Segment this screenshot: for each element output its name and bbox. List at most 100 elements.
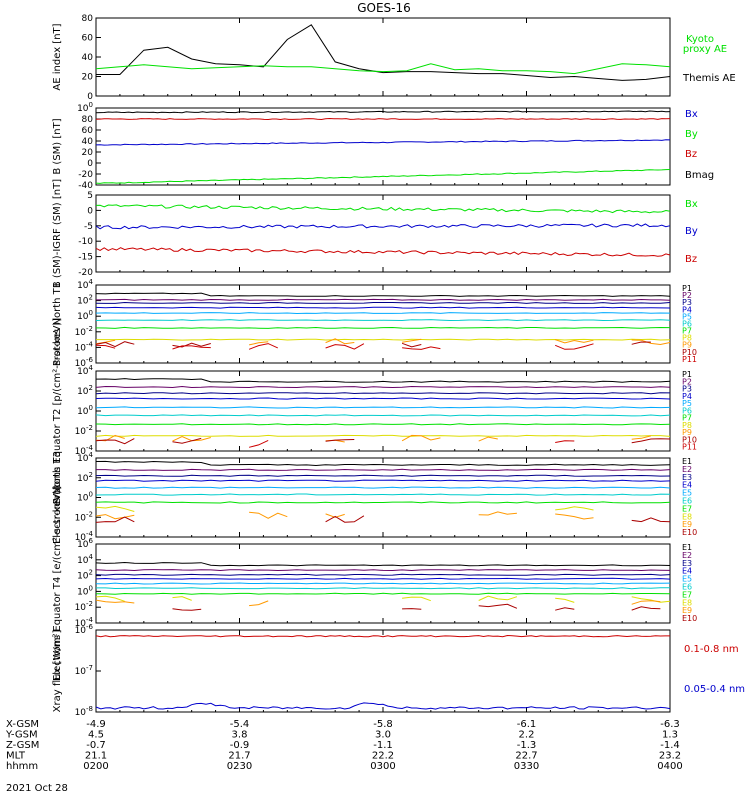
series-p10-segment: [631, 341, 651, 345]
orbit-ephemeris-table: X-GSM -4.9 -5.4 -5.8 -6.1 -6.3 Y-GSM 4.5 3.8 3.0 2…: [5, 719, 683, 772]
orbit-row-value: -0.7: [86, 740, 106, 751]
y-tick-label: 40: [82, 137, 94, 147]
series-p11-segment: [248, 343, 279, 350]
series-e9-segment: [478, 511, 517, 516]
legend-p7: P7: [682, 414, 692, 423]
series-bx: [95, 204, 671, 214]
series-p8: [96, 338, 671, 341]
y-tick-label: 40: [82, 53, 94, 63]
orbit-row-label: hhmm: [6, 761, 38, 772]
legend-e3: E3: [682, 473, 692, 482]
y-axis-label: AE index [nT]: [52, 23, 63, 90]
y-tick-label: -20: [78, 170, 93, 180]
y-tick-label: -5: [84, 222, 93, 232]
legend-p6: P6: [682, 319, 692, 328]
y-axis-label: Protons Equator T2 [p/(cm²-s-sr-keV)]: [52, 318, 63, 505]
series-e5: [95, 486, 671, 489]
legend-e4: E4: [682, 481, 692, 490]
series-p11-segment: [555, 440, 575, 443]
series-p10-segment: [95, 438, 135, 445]
series-kyoto-proxy-ae: [95, 63, 671, 75]
legend-p4: P4: [682, 305, 692, 314]
series-p9-segment: [402, 338, 422, 343]
series-e8-segment: [402, 596, 431, 602]
legend-p6: P6: [682, 406, 692, 415]
series-e9-segment: [95, 514, 135, 520]
series-e10-segment: [95, 516, 135, 523]
series-p7: [95, 326, 671, 329]
legend-e7: E7: [682, 504, 692, 513]
panel-frame: [95, 284, 671, 364]
panel-3: -20 -15 -10 -5 0 5 B (SM)-IGRF (SM) [nT] Bx By Bz: [52, 179, 698, 288]
orbit-row-value: 0230: [227, 761, 252, 772]
series-p10-segment: [401, 342, 422, 348]
y-tick-label: 100: [77, 491, 93, 504]
y-tick-label: 0: [87, 206, 93, 216]
orbit-row-value: 21.1: [85, 751, 107, 762]
y-tick-label: 10-4: [75, 340, 94, 353]
orbit-row-value: -5.4: [230, 719, 250, 730]
series-e4: [95, 479, 671, 482]
legend-p2: P2: [682, 377, 692, 386]
orbit-row-value: 4.5: [88, 730, 104, 741]
y-tick-label: -15: [78, 253, 93, 263]
series-e6: [96, 587, 670, 590]
series-e10-segment: [478, 603, 518, 609]
series-bx: [95, 139, 671, 146]
series-e8-segment: [95, 505, 135, 512]
series-p9-segment: [478, 436, 498, 442]
legend-e5: E5: [682, 489, 692, 498]
y-tick-label: 10-2: [75, 424, 93, 437]
series-bz: [95, 117, 671, 121]
series-p11-segment: [555, 343, 594, 350]
orbit-row-value: -6.3: [660, 719, 680, 730]
series-bz: [95, 247, 671, 257]
series-e10-segment: [172, 608, 202, 611]
y-tick-label: 0: [87, 159, 93, 169]
series-e9-segment: [249, 511, 288, 519]
legend-bx: Bx: [685, 109, 698, 120]
legend-e8: E8: [682, 512, 692, 521]
orbit-row-value: 22.2: [372, 751, 394, 762]
series-p9-segment: [555, 339, 594, 344]
y-tick-label: 10-7: [75, 664, 93, 677]
orbit-row-value: 3.8: [232, 730, 248, 741]
y-axis-label: Electrons Equator T4 [e/(cm²-s-sr-keV)]: [52, 486, 63, 681]
series-p4: [95, 397, 671, 400]
y-tick-label: 0: [87, 92, 93, 102]
series-e1: [95, 561, 671, 567]
y-tick-label: -20: [78, 268, 93, 278]
orbit-row-label: Y-GSM: [5, 730, 38, 741]
legend-by: By: [685, 129, 698, 140]
y-tick-label: 60: [82, 34, 94, 44]
legend-p7: P7: [682, 327, 692, 336]
series-e3: [95, 474, 671, 477]
y-axis-label: Xray flux [W/m²]: [52, 630, 63, 713]
series-p11-segment: [95, 344, 116, 349]
series-p11-segment: [248, 439, 269, 448]
legend-bz: Bz: [685, 149, 697, 160]
series-p11-segment: [402, 346, 441, 350]
date-label: 2021 Oct 28: [6, 783, 68, 794]
orbit-row-value: 22.7: [515, 751, 537, 762]
legend-e7: E7: [682, 590, 692, 599]
series-p1: [95, 292, 671, 297]
series-e9-segment: [555, 513, 594, 520]
series-p8: [95, 434, 671, 437]
orbit-row-value: 0400: [657, 761, 682, 772]
series-e2: [95, 569, 671, 572]
series-p6: [95, 319, 671, 322]
legend-e6: E6: [682, 497, 692, 506]
series-e9-segment: [95, 599, 135, 604]
orbit-row-label: Z-GSM: [6, 740, 39, 751]
legend-p9: P9: [682, 428, 692, 437]
panel-frame: [95, 194, 671, 273]
series-p1: [95, 378, 671, 383]
series-e6: [95, 493, 671, 496]
